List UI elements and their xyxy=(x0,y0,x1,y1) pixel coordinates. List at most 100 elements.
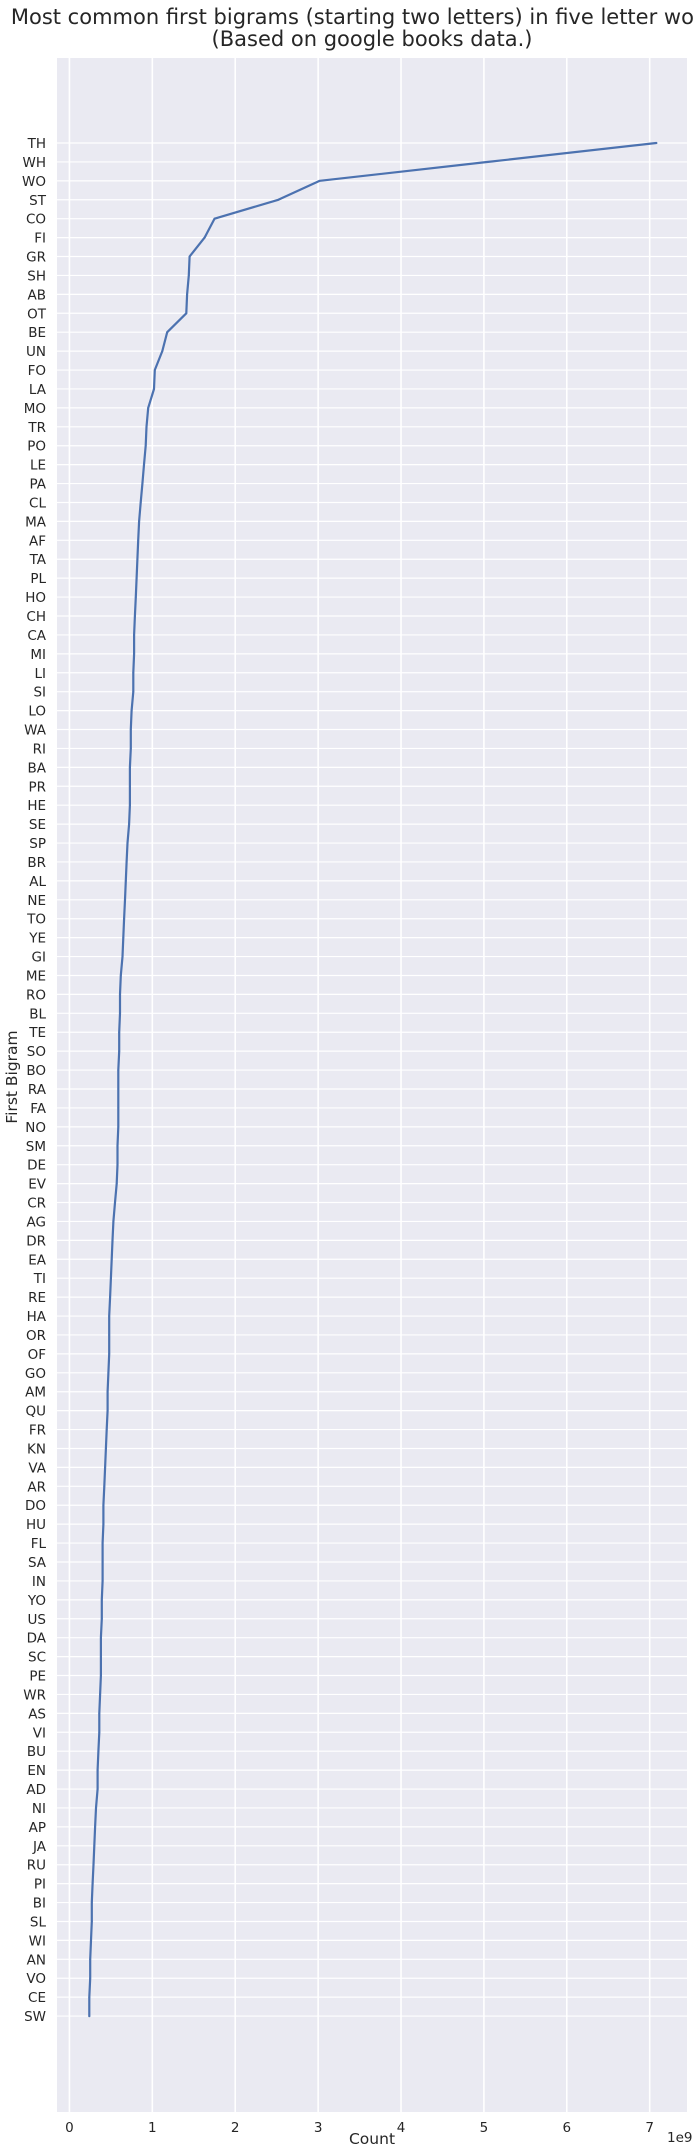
y-tick-label: FR xyxy=(29,1423,46,1439)
x-tick-label: 7 xyxy=(645,2120,654,2136)
y-tick-label: SA xyxy=(28,1555,47,1571)
y-tick-label: OR xyxy=(26,1328,46,1344)
y-tick-label: HO xyxy=(25,590,46,606)
data-point xyxy=(134,596,137,598)
data-point xyxy=(137,539,140,542)
y-tick-label: NI xyxy=(32,1801,46,1817)
y-tick-label: AM xyxy=(25,1385,46,1401)
data-point xyxy=(277,198,280,201)
data-point xyxy=(153,388,155,390)
y-tick-label: CL xyxy=(29,495,46,511)
data-point xyxy=(92,1863,95,1866)
data-point xyxy=(105,1428,108,1431)
data-point xyxy=(96,1769,99,1772)
y-tick-label: CH xyxy=(26,609,46,625)
data-point xyxy=(90,1920,93,1923)
y-tick-label: BR xyxy=(27,855,46,871)
y-tick-label: BL xyxy=(29,1006,46,1022)
data-point xyxy=(166,331,169,334)
data-point xyxy=(100,1674,102,1677)
y-tick-label: AR xyxy=(27,1479,46,1495)
y-tick-label: MA xyxy=(25,514,47,530)
y-tick-label: BE xyxy=(28,325,46,341)
y-tick-label: SC xyxy=(28,1650,46,1666)
data-point xyxy=(129,766,131,769)
data-point xyxy=(129,747,132,750)
x-tick-label: 2 xyxy=(231,2120,240,2136)
series xyxy=(88,141,658,2018)
data-point xyxy=(96,1788,99,1790)
y-tick-label: FL xyxy=(31,1536,47,1552)
data-point xyxy=(129,804,131,807)
y-tick-label: PL xyxy=(30,571,46,587)
data-point xyxy=(136,558,139,561)
y-tick-label: CE xyxy=(28,1990,46,2006)
y-tick-label: AL xyxy=(29,874,46,890)
y-tick-label: LI xyxy=(34,666,46,682)
data-point xyxy=(100,1598,103,1601)
y-tick-label: WR xyxy=(23,1687,46,1703)
y-tick-label: PA xyxy=(29,477,46,493)
y-tick-label: OT xyxy=(27,306,47,322)
y-tick-label: WO xyxy=(22,174,46,190)
data-point xyxy=(213,217,216,220)
data-point xyxy=(203,236,206,239)
data-point xyxy=(101,1542,104,1544)
y-tick-label: VI xyxy=(33,1725,46,1741)
y-tick-label: WH xyxy=(23,155,47,171)
chart-title: Most common first bigrams (starting two … xyxy=(11,5,695,29)
y-tick-label: SE xyxy=(29,817,46,833)
x-axis-label: Count xyxy=(349,2130,395,2148)
data-point xyxy=(143,463,145,466)
y-tick-label: EN xyxy=(27,1763,46,1779)
data-point xyxy=(117,1107,120,1109)
x-tick-label: 4 xyxy=(397,2120,406,2136)
data-point xyxy=(117,1069,120,1071)
y-tick-label: IN xyxy=(32,1574,46,1590)
y-tick-label: AS xyxy=(28,1706,46,1722)
data-point xyxy=(188,255,191,258)
y-tick-label: RU xyxy=(27,1858,46,1874)
data-point xyxy=(93,1844,96,1847)
y-tick-label: SW xyxy=(24,2009,46,2025)
data-point xyxy=(97,1750,100,1753)
y-tick-label: RA xyxy=(28,1082,47,1098)
data-point xyxy=(144,444,147,447)
data-point xyxy=(100,1655,102,1658)
x-tick-label: 1 xyxy=(148,2120,157,2136)
data-point xyxy=(147,406,150,409)
y-tick-label: TE xyxy=(28,1025,46,1041)
y-tick-label: TA xyxy=(29,552,47,568)
y-tick-label: ME xyxy=(26,968,46,984)
x-tick-label: 0 xyxy=(65,2120,74,2136)
y-tick-label: JA xyxy=(32,1839,47,1855)
y-tick-label: AB xyxy=(28,287,47,303)
data-point xyxy=(133,652,135,655)
y-tick-label: FA xyxy=(30,1101,47,1117)
y-tick-label: BO xyxy=(26,1063,46,1079)
data-point xyxy=(89,1958,92,1961)
y-tick-label: GO xyxy=(25,1366,46,1382)
data-point xyxy=(95,1807,97,1809)
data-point xyxy=(90,1901,93,1904)
x-tick-label: 6 xyxy=(563,2120,572,2136)
y-tick-label: BU xyxy=(27,1744,46,1760)
y-tick-label: AF xyxy=(29,533,46,549)
data-point xyxy=(118,1050,121,1053)
data-point xyxy=(90,1939,92,1942)
y-tick-label: BI xyxy=(33,1896,46,1912)
y-tick-label: YO xyxy=(27,1593,46,1609)
y-tick-label: VA xyxy=(28,1460,46,1476)
data-point xyxy=(153,369,156,371)
y-tick-label: ST xyxy=(29,193,47,209)
y-tick-label: TR xyxy=(27,420,46,436)
data-point xyxy=(138,520,140,523)
y-tick-label: TI xyxy=(33,1271,46,1287)
y-tick-label: LO xyxy=(28,704,46,720)
y-axis: TH WH WO ST CO FI GR SH AB OT BE UN FO LA MO TR PO LE PA CL… xyxy=(22,136,47,2025)
data-point xyxy=(139,501,142,504)
data-point xyxy=(112,1220,115,1223)
data-point xyxy=(123,917,126,920)
data-point xyxy=(114,1201,116,1204)
